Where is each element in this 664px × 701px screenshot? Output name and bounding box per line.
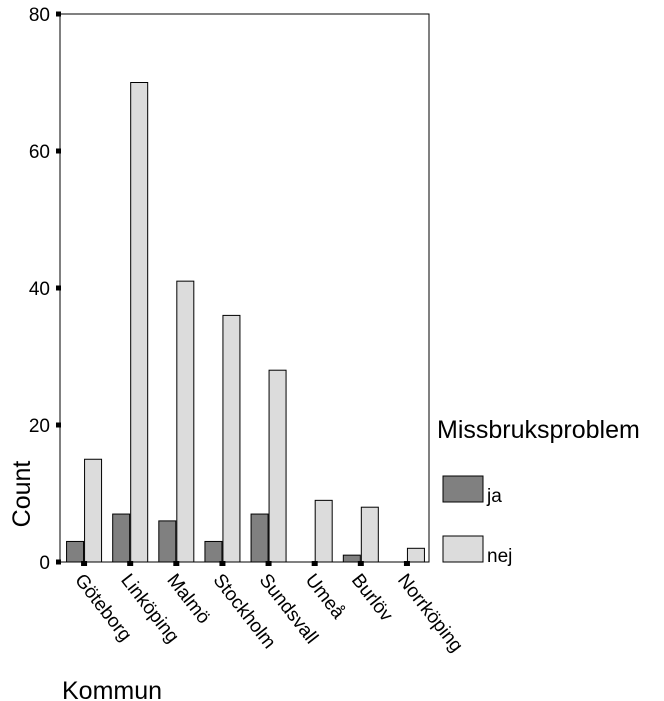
y-tick-mark [56, 148, 61, 154]
bar-nej-1 [130, 82, 149, 563]
y-axis-title: Count [8, 461, 36, 528]
legend-items: ja nej [442, 475, 512, 567]
y-tick-mark [56, 285, 61, 291]
x-tick-mark [357, 561, 364, 566]
x-tick-mark [311, 561, 318, 566]
x-tick-label: Burlöv [347, 570, 397, 626]
y-axis: 0 20 40 60 80 [29, 5, 61, 574]
y-tick-mark [56, 11, 61, 17]
x-tick-mark [403, 561, 410, 566]
x-axis-title: Kommun [62, 677, 162, 701]
legend-label-nej: nej [487, 546, 512, 567]
bar-nej-0 [84, 458, 103, 563]
x-axis: GöteborgLinköpingMalmöStockholmSundsvall… [70, 561, 467, 656]
x-tick-mark [81, 561, 88, 566]
y-tick-label: 40 [29, 279, 50, 300]
bar-nej-3 [222, 314, 241, 563]
y-tick-mark [56, 422, 61, 428]
bar-ja-0 [66, 540, 85, 563]
y-tick-label: 0 [39, 553, 50, 574]
bar-nej-7 [406, 547, 425, 563]
bar-nej-5 [314, 499, 333, 563]
y-tick-label: 60 [29, 142, 50, 163]
bar-ja-6 [342, 554, 361, 563]
bars-group [66, 82, 425, 563]
y-tick-mark [56, 559, 61, 565]
x-tick-mark [265, 561, 272, 566]
bar-ja-3 [204, 540, 223, 563]
x-tick-mark [219, 561, 226, 566]
legend-swatch-nej [442, 535, 484, 563]
plot-frame [59, 13, 430, 563]
x-tick-label: Norrköping [393, 570, 467, 656]
bar-ja-2 [158, 520, 177, 563]
legend-swatch-ja [442, 475, 484, 503]
bar-nej-6 [360, 506, 379, 563]
bar-nej-2 [176, 280, 195, 563]
bar-ja-1 [112, 513, 131, 563]
x-tick-label: Umeå [301, 570, 349, 623]
y-tick-label: 20 [29, 416, 50, 437]
y-tick-label: 80 [29, 5, 50, 26]
x-tick-mark [127, 561, 134, 566]
x-tick-mark [173, 561, 180, 566]
legend-title: Missbruksproblem [437, 416, 640, 444]
legend-label-ja: ja [486, 486, 502, 507]
bar-ja-4 [250, 513, 269, 563]
bar-nej-4 [268, 369, 287, 563]
legend: Missbruksproblem ja nej [437, 416, 640, 567]
